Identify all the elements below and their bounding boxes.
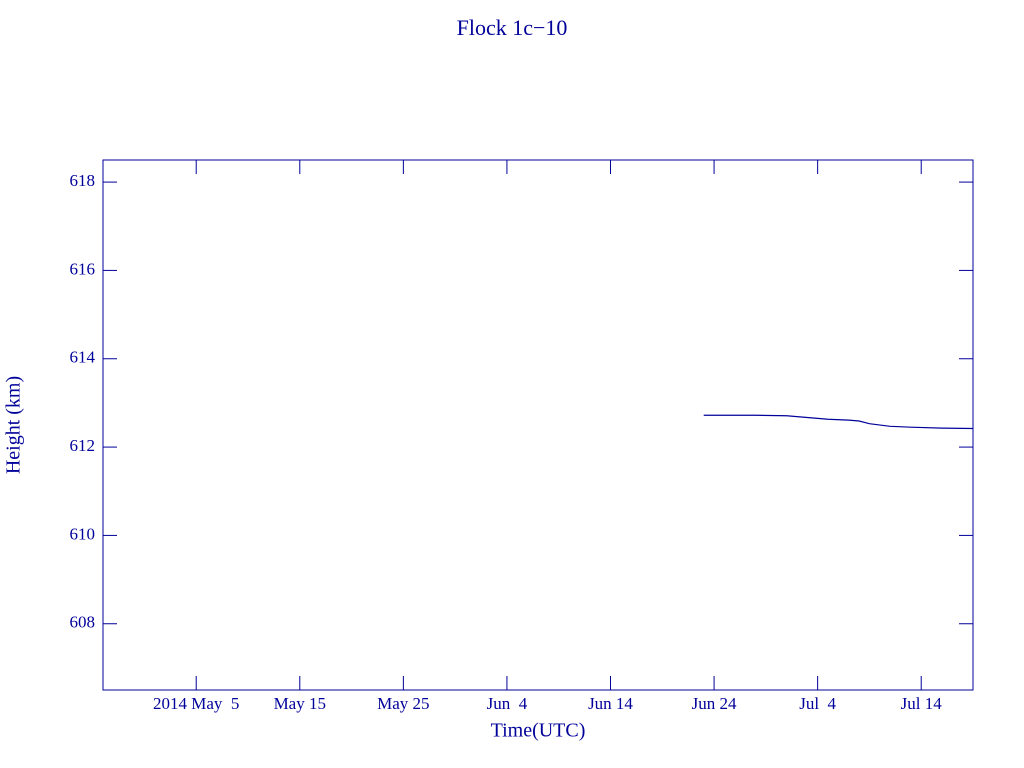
x-tick-label: Jul 14 bbox=[901, 694, 943, 713]
chart-title: Flock 1c−10 bbox=[457, 15, 568, 40]
x-tick-label: Jun 4 bbox=[487, 694, 528, 713]
y-tick-label: 614 bbox=[70, 348, 96, 367]
plot-frame bbox=[102, 159, 974, 691]
y-tick-label: 608 bbox=[70, 613, 96, 632]
y-tick-label: 616 bbox=[70, 259, 96, 278]
x-tick-label: Jun 14 bbox=[588, 694, 633, 713]
x-tick-label: 2014 May 5 bbox=[153, 694, 239, 713]
x-tick-label: May 25 bbox=[377, 694, 429, 713]
data-line bbox=[703, 414, 974, 430]
y-axis-title: Height (km) bbox=[3, 376, 25, 474]
x-axis-title: Time(UTC) bbox=[491, 720, 586, 742]
y-tick-label: 610 bbox=[70, 524, 96, 543]
x-tick-label: Jun 24 bbox=[692, 694, 737, 713]
y-tick-label: 612 bbox=[70, 436, 96, 455]
y-tick-label: 618 bbox=[70, 171, 96, 190]
x-tick-label: Jul 4 bbox=[799, 694, 836, 713]
x-tick-label: May 15 bbox=[274, 694, 326, 713]
